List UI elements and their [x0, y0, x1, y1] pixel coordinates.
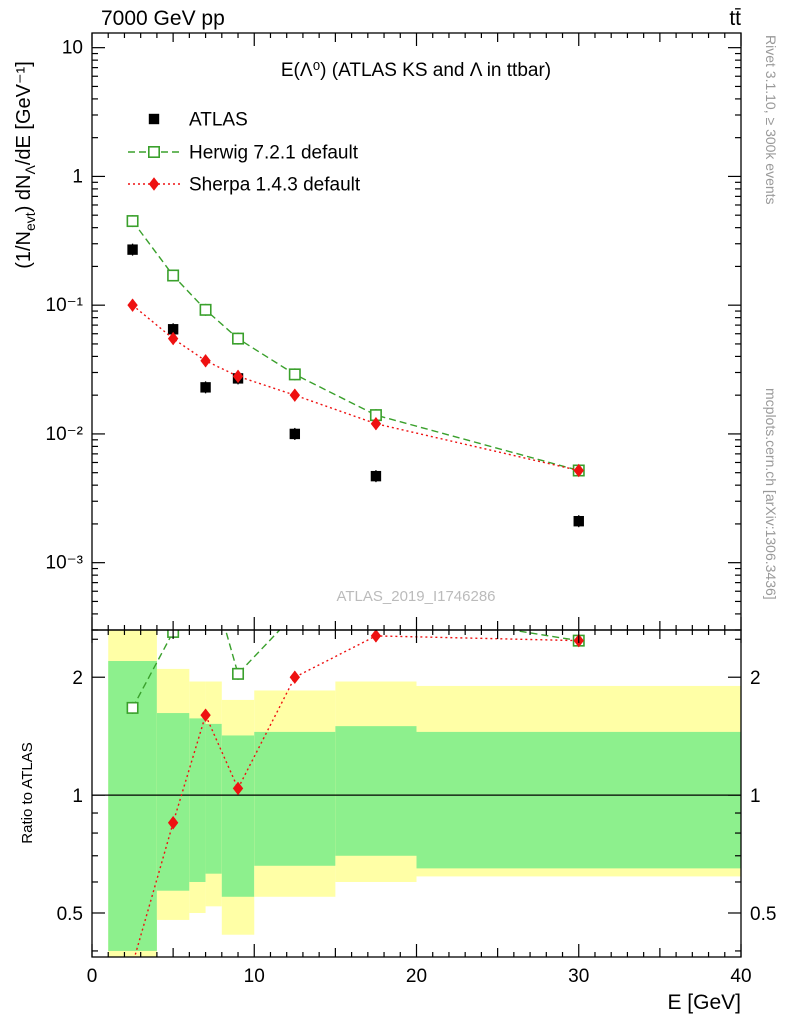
green-band-bin [221, 735, 255, 897]
svg-text:10: 10 [244, 966, 265, 987]
svg-text:1: 1 [72, 786, 83, 807]
green-band-bin [416, 731, 741, 869]
axis-tick-labels: 0 10 20 30 40 10 1 10⁻¹ 10⁻² 10⁻³ 0.5 0.5 1 1 2 2 [46, 38, 777, 987]
green-band-bin [156, 713, 190, 891]
series-herwig-7-2-1-default [126, 215, 585, 477]
green-band-bin [189, 718, 206, 882]
legend-item-atlas: ATLAS [148, 110, 248, 131]
process-label: tt̄ [729, 7, 741, 30]
svg-text:0.5: 0.5 [57, 904, 83, 925]
y-axis-label: (1/Nevt) dNΛ/dE [GeV⁻¹] [13, 61, 38, 269]
svg-text:10: 10 [62, 38, 83, 59]
axis-ticks [91, 33, 742, 957]
svg-text:2: 2 [72, 668, 83, 689]
legend-label: Sherpa 1.4.3 default [189, 175, 361, 196]
series-sherpa-1-4-3-default-ratio [133, 630, 584, 957]
analysis-watermark: ATLAS_2019_I1746286 [336, 588, 495, 605]
svg-text:10⁻¹: 10⁻¹ [46, 295, 84, 316]
legend-item-sherpa-1-4-3-default: Sherpa 1.4.3 default [128, 175, 361, 196]
svg-text:2: 2 [750, 668, 761, 689]
generated-plot-content: 0 10 20 30 40 10 1 10⁻¹ 10⁻² 10⁻³ 0.5 0.5 1 1 2 2 ATLAS H… [46, 32, 777, 987]
svg-text:10⁻³: 10⁻³ [46, 553, 84, 574]
legend-label: Herwig 7.2.1 default [189, 143, 359, 164]
series-line [132, 304, 579, 472]
beam-energy-label: 7000 GeV pp [101, 7, 225, 30]
plot-title: E(Λ⁰) (ATLAS KS and Λ in ttbar) [281, 60, 551, 81]
svg-text:0: 0 [87, 966, 98, 987]
rivet-version-note: Rivet 3.1.10, ≥ 300k events [763, 35, 779, 205]
legend-label: ATLAS [189, 110, 248, 131]
svg-text:0.5: 0.5 [750, 904, 776, 925]
x-axis-label: E [GeV] [667, 991, 741, 1014]
ratio-uncertainty-bands [108, 630, 741, 957]
svg-text:1: 1 [750, 786, 761, 807]
series-line [132, 220, 579, 472]
ratio-y-axis-label: Ratio to ATLAS [19, 742, 36, 843]
svg-text:30: 30 [568, 966, 589, 987]
series-atlas [127, 243, 584, 528]
svg-text:40: 40 [730, 966, 751, 987]
svg-text:10⁻²: 10⁻² [46, 424, 84, 445]
green-band-bin [335, 726, 417, 856]
legend-item-herwig-7-2-1-default: Herwig 7.2.1 default [128, 143, 359, 164]
green-band-bin [205, 723, 222, 874]
series-sherpa-1-4-3-default [127, 298, 584, 478]
legend: ATLAS Herwig 7.2.1 default Sherpa 1.4.3 de… [128, 110, 361, 196]
mcplots-arxiv-note: mcplots.cern.ch [arXiv:1306.3436] [763, 388, 779, 600]
svg-text:1: 1 [72, 166, 83, 187]
svg-text:20: 20 [406, 966, 427, 987]
green-band-bin [254, 731, 336, 866]
